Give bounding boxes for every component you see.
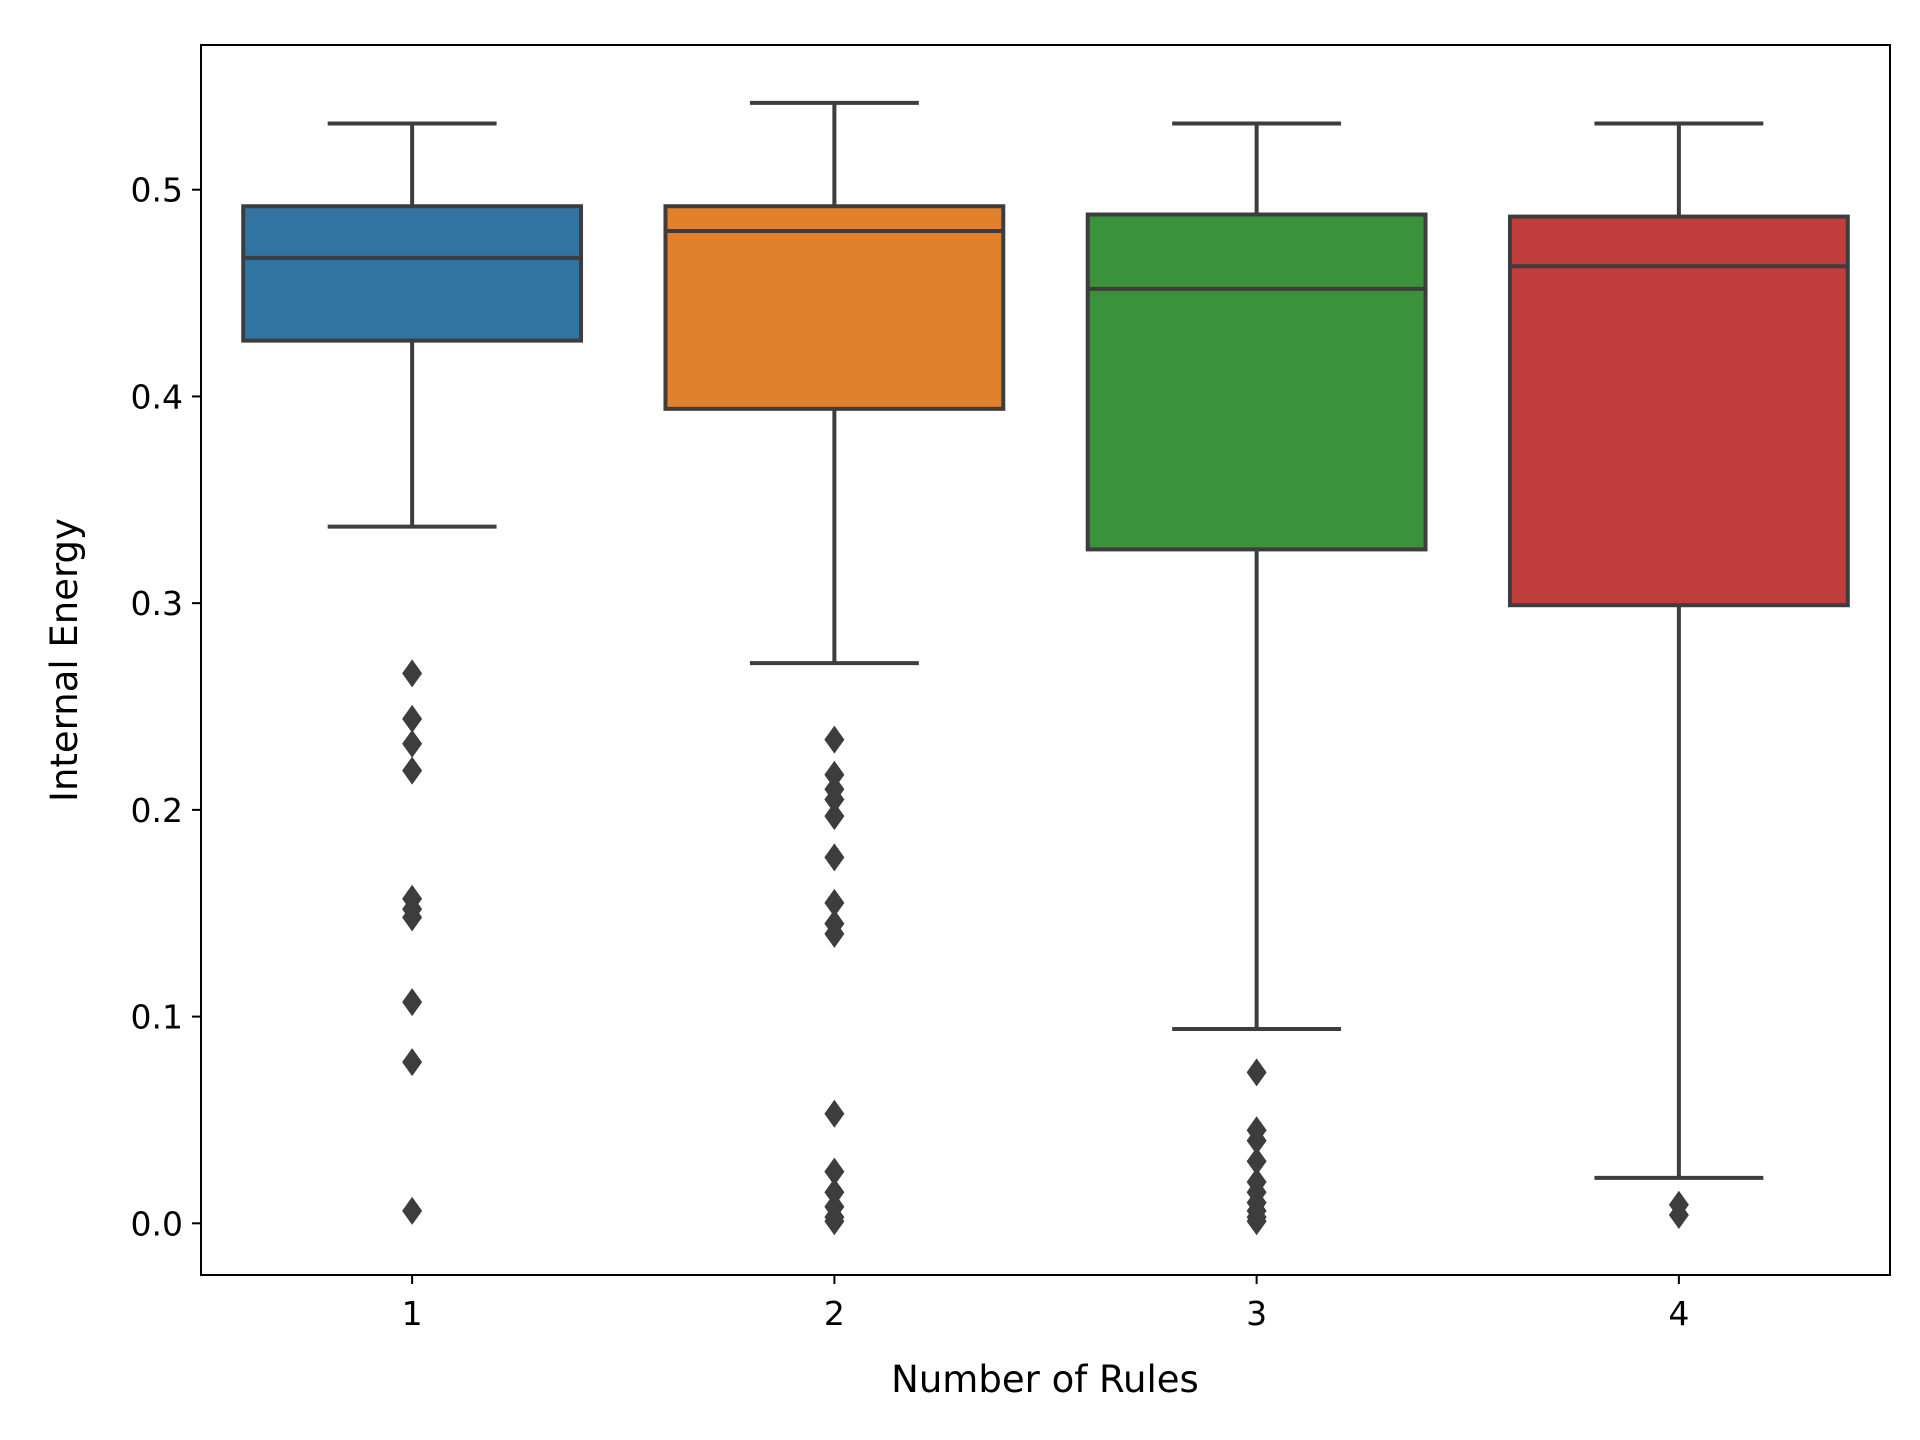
x-axis: 1 2 3 4 [402,1275,1689,1333]
outlier-point [824,725,845,754]
y-tick-label: 0.3 [131,584,183,623]
outlier-point [402,729,423,758]
y-tick-label: 0.4 [131,377,183,416]
outlier-point [824,760,845,789]
y-tick-label: 0.0 [131,1204,183,1243]
outlier-point [1246,1058,1267,1087]
outlier-point [402,659,423,688]
x-tick-label: 3 [1246,1294,1267,1333]
x-axis-label: Number of Rules [891,1358,1199,1401]
outlier-point [1246,1207,1267,1236]
outlier-point [824,919,845,948]
outlier-point [402,704,423,733]
outlier-point [402,903,423,932]
outlier-point [824,843,845,872]
box-group-4 [1507,121,1850,1230]
x-tick-label: 2 [824,1294,845,1333]
outlier-point [824,802,845,831]
outlier-point [402,1048,423,1077]
box-group-2 [663,100,1006,1236]
outlier-point [402,1196,423,1225]
outlier-point [1246,1147,1267,1176]
outlier-point [824,1157,845,1186]
outlier-point [402,988,423,1017]
box-group-3 [1085,121,1428,1236]
outlier-point [824,1207,845,1236]
box-group-1 [241,121,584,1225]
box-iqr [241,204,584,343]
y-axis-label: Internal Energy [43,518,86,802]
x-tick-label: 4 [1668,1294,1689,1333]
box-iqr [1507,214,1850,608]
x-tick-label: 1 [402,1294,423,1333]
outlier-point [824,1178,845,1207]
y-tick-label: 0.1 [131,998,183,1037]
plot-frame [200,44,1891,1276]
box-iqr [1085,212,1428,552]
y-tick-label: 0.5 [131,171,183,210]
outlier-point [824,785,845,814]
outlier-point [1668,1201,1689,1230]
y-axis: 0.0 0.1 0.2 0.3 0.4 0.5 [131,171,201,1243]
outlier-point [824,888,845,917]
outlier-point [824,1099,845,1128]
outlier-point [1246,1126,1267,1155]
plot-area [241,100,1850,1236]
y-tick-label: 0.2 [131,791,183,830]
outlier-point [402,756,423,785]
box-iqr [663,204,1006,411]
